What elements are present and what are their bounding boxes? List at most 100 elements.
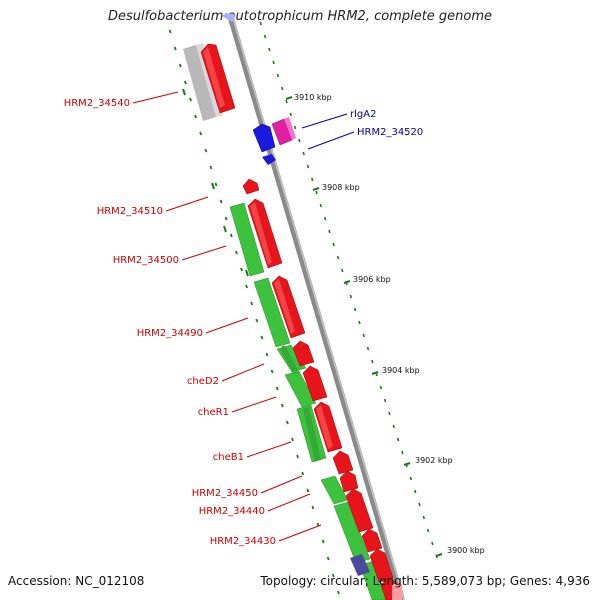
label-leader-line xyxy=(181,245,227,261)
forward-gene xyxy=(339,470,359,493)
green-segment xyxy=(333,501,371,564)
scale-tick-minor xyxy=(289,112,293,117)
gene-label[interactable]: rlgA2 xyxy=(350,109,376,120)
reverse-gene-rlgA2 xyxy=(252,123,276,153)
scale-tick-minor xyxy=(315,190,318,195)
pseudo-gene-shade xyxy=(284,117,296,140)
scale-tick-minor xyxy=(388,411,391,416)
label-leader-line xyxy=(307,131,355,150)
pink-gene-fragment xyxy=(392,584,402,600)
track-tick xyxy=(255,318,259,323)
forward-gene-highlight xyxy=(250,202,272,265)
gene-label[interactable]: HRM2_34510 xyxy=(97,206,163,217)
track-tick xyxy=(229,233,233,238)
gene-label[interactable]: HRM2_34520 xyxy=(357,127,423,138)
scale-tick-minor xyxy=(392,424,395,429)
track-tick xyxy=(301,471,305,476)
scale-tick-minor xyxy=(362,333,365,338)
green-segment xyxy=(276,344,307,373)
reverse-gene-small xyxy=(262,154,276,165)
genome-backbone xyxy=(227,14,405,600)
scale-tick-minor xyxy=(431,541,434,546)
label-leader-line xyxy=(132,91,179,104)
gene-label[interactable]: cheD2 xyxy=(187,376,219,387)
track-tick-long xyxy=(211,182,215,190)
track-tick-long xyxy=(245,269,249,277)
track-tick xyxy=(173,46,177,51)
scale-tick-minor xyxy=(401,450,404,455)
track-tick xyxy=(265,352,269,357)
scale-tick-minor xyxy=(328,229,331,234)
gene-label[interactable]: HRM2_34500 xyxy=(113,255,179,266)
scale-tick-minor xyxy=(272,60,275,65)
track-tick xyxy=(296,454,300,459)
forward-gene-highlight xyxy=(274,279,295,334)
track-tick xyxy=(245,284,249,289)
map-title: Desulfobacterium autotrophicum HRM2, com… xyxy=(107,9,493,24)
scale-tick-minor xyxy=(341,268,344,273)
forward-gene xyxy=(369,548,394,583)
label-leader-line xyxy=(301,113,348,129)
track-tick xyxy=(280,403,284,408)
scale-tick-minor xyxy=(259,21,262,26)
track-tick xyxy=(291,437,294,442)
scale-tick-minor xyxy=(285,99,288,104)
track-tick xyxy=(336,590,340,595)
track-tick xyxy=(234,250,238,255)
gene-label[interactable]: HRM2_34450 xyxy=(192,488,258,499)
scale-label: 3900 kbp xyxy=(447,546,485,555)
scale-label: 3910 kbp xyxy=(294,93,332,102)
scale-tick-major xyxy=(371,370,379,376)
track-tick xyxy=(219,199,223,204)
grey-gene xyxy=(183,45,216,121)
scale-tick-minor xyxy=(336,255,340,260)
label-leader-line xyxy=(267,493,311,512)
green-segment xyxy=(253,277,291,348)
label-leader-line xyxy=(231,396,277,413)
gene-label[interactable]: HRM2_34430 xyxy=(210,536,276,547)
forward-gene-highlight xyxy=(316,405,333,449)
gene-label[interactable]: cheB1 xyxy=(213,452,244,463)
genome-summary-text: Topology: circular; Length: 5,589,073 bp… xyxy=(260,574,590,588)
track-tick xyxy=(331,573,335,578)
track-tick xyxy=(275,386,279,391)
scale-tick-minor xyxy=(311,177,314,182)
scale-tick-minor xyxy=(323,216,327,221)
genome-backbone-highlight xyxy=(231,14,405,600)
partial-gene-top xyxy=(222,13,236,22)
track-tick xyxy=(199,131,203,136)
track-tick xyxy=(240,267,243,272)
scale-tick-minor xyxy=(409,476,413,481)
scale-tick-major xyxy=(285,95,293,101)
scale-tick-minor xyxy=(426,528,430,533)
forward-gene xyxy=(292,340,315,367)
label-leader-line xyxy=(221,363,265,382)
green-segment xyxy=(229,202,265,277)
gene-label[interactable]: HRM2_34490 xyxy=(137,328,203,339)
scale-tick-minor xyxy=(418,502,421,507)
gene-label[interactable]: HRM2_34540 xyxy=(64,98,130,109)
forward-gene xyxy=(332,450,354,475)
scale-tick-minor xyxy=(396,437,400,442)
label-leader-line xyxy=(246,441,292,458)
scale-tick-minor xyxy=(319,203,323,208)
gene-label[interactable]: HRM2_34440 xyxy=(199,506,265,517)
scale-tick-major xyxy=(435,552,443,558)
scale-tick-minor xyxy=(379,385,383,390)
dark-gene xyxy=(350,554,370,576)
track-tick xyxy=(270,369,274,374)
gene-label[interactable]: cheR1 xyxy=(198,407,229,418)
scale-label: 3906 kbp xyxy=(353,275,391,284)
track-tick xyxy=(194,114,198,119)
scale-tick-minor xyxy=(306,164,310,169)
forward-gene xyxy=(345,488,374,533)
right-scale-track xyxy=(259,21,443,559)
scale-tick-major xyxy=(403,461,411,467)
track-tick xyxy=(321,539,325,544)
scale-tick-minor xyxy=(349,294,353,299)
track-tick xyxy=(209,165,213,170)
scale-label: 3902 kbp xyxy=(415,456,453,465)
forward-gene xyxy=(242,178,260,195)
accession-text: Accession: NC_012108 xyxy=(8,574,145,588)
